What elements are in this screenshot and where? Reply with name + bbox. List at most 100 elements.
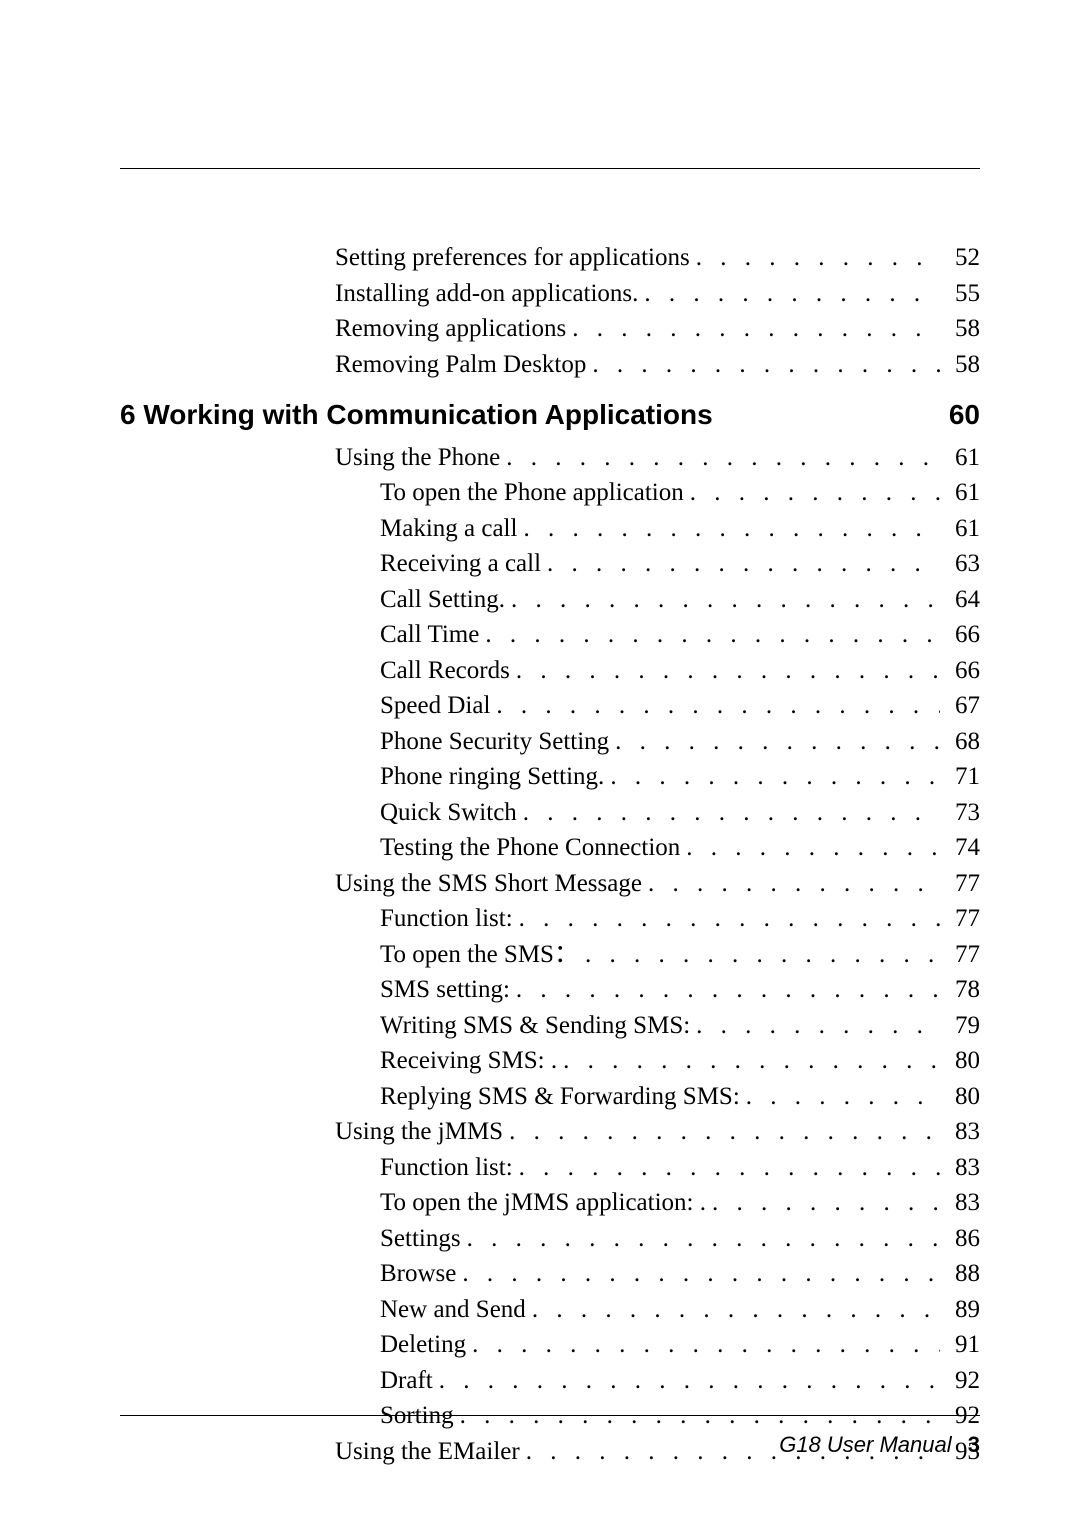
toc-entry-label: Removing applications: [335, 316, 566, 341]
toc-entry-page: 61: [940, 445, 980, 470]
toc-entry-label: Using the jMMS: [335, 1119, 503, 1144]
toc-entry-label: Phone Security Setting: [380, 729, 609, 754]
toc-entry-page: 78: [940, 977, 980, 1002]
top-horizontal-rule: [120, 168, 980, 169]
toc-entry: Testing the Phone Connection74: [120, 835, 980, 860]
toc-entry-page: 61: [940, 516, 980, 541]
page-footer: G18 User Manual 3: [779, 1432, 980, 1458]
toc-entry-page: 58: [940, 316, 980, 341]
toc-entry: Phone Security Setting 68: [120, 729, 980, 754]
toc-entry: To open the jMMS application: .83: [120, 1190, 980, 1215]
toc-entry-label: To open the SMS：: [380, 942, 579, 967]
toc-entry-page: 66: [940, 658, 980, 683]
toc-entry-label: Using the EMailer: [335, 1439, 520, 1464]
toc-entry: Receiving a call63: [120, 551, 980, 576]
toc-leader-dots: [461, 1226, 940, 1251]
toc-leader-dots: [503, 1119, 940, 1144]
toc-entry-page: 91: [940, 1332, 980, 1357]
toc-entry: To open the SMS： 77: [120, 942, 980, 967]
toc-entry-page: 67: [940, 693, 980, 718]
toc-entry-label: Installing add-on applications.: [335, 281, 638, 306]
toc-entry-page: 66: [940, 622, 980, 647]
toc-entry-page: 61: [940, 480, 980, 505]
toc-content: Setting preferences for applications52 In…: [120, 245, 980, 1474]
toc-entry-label: Call Time: [380, 622, 479, 647]
toc-entry-label: Using the Phone: [335, 445, 500, 470]
toc-leader-dots: [690, 245, 940, 270]
toc-entry: Call Records66: [120, 658, 980, 683]
toc-entry-label: Deleting: [380, 1332, 466, 1357]
toc-entry-label: Making a call: [380, 516, 517, 541]
toc-entry: Removing applications 58: [120, 316, 980, 341]
toc-leader-dots: [513, 906, 940, 931]
toc-entry-page: 83: [940, 1119, 980, 1144]
toc-entry-page: 83: [940, 1155, 980, 1180]
toc-entry: Using the Phone 61: [120, 445, 980, 470]
toc-entry-label: Testing the Phone Connection: [380, 835, 680, 860]
toc-leader-dots: [638, 281, 940, 306]
toc-entry: Function list:83: [120, 1155, 980, 1180]
bottom-horizontal-rule: [120, 1415, 980, 1416]
toc-entry: Quick Switch73: [120, 800, 980, 825]
toc-main-entries: Using the Phone 61 To open the Phone appli…: [120, 445, 980, 1464]
toc-entry-page: 92: [940, 1368, 980, 1393]
toc-entry: Installing add-on applications.55: [120, 281, 980, 306]
toc-leader-dots: [517, 800, 940, 825]
toc-leader-dots: [566, 316, 940, 341]
toc-leader-dots: [513, 1155, 940, 1180]
toc-entry-label: Using the SMS Short Message: [335, 871, 642, 896]
toc-entry-label: Writing SMS & Sending SMS:: [380, 1013, 690, 1038]
footer-page-number: 3: [968, 1432, 980, 1457]
toc-leader-dots: [510, 977, 940, 1002]
toc-leader-dots: [479, 622, 940, 647]
toc-entry-label: Setting preferences for applications: [335, 245, 690, 270]
toc-entry: Replying SMS & Forwarding SMS: 80: [120, 1084, 980, 1109]
toc-entry: Removing Palm Desktop58: [120, 352, 980, 377]
toc-entry-label: Replying SMS & Forwarding SMS:: [380, 1084, 740, 1109]
toc-entry-page: 88: [940, 1261, 980, 1286]
toc-entry: Draft 92: [120, 1368, 980, 1393]
toc-entry: Using the SMS Short Message77: [120, 871, 980, 896]
toc-entry-page: 89: [940, 1297, 980, 1322]
toc-entry: Browse 88: [120, 1261, 980, 1286]
toc-entry-page: 80: [940, 1048, 980, 1073]
toc-entry-page: 77: [940, 942, 980, 967]
toc-leader-dots: [490, 693, 940, 718]
toc-leader-dots: [706, 1190, 940, 1215]
toc-entry-label: Receiving SMS: .: [380, 1048, 557, 1073]
toc-entry-label: To open the Phone application: [380, 480, 684, 505]
toc-leader-dots: [609, 729, 940, 754]
toc-entry: Settings86: [120, 1226, 980, 1251]
toc-entry-label: Function list:: [380, 906, 513, 931]
toc-entry-label: Browse: [380, 1261, 456, 1286]
toc-leader-dots: [526, 1297, 940, 1322]
toc-leader-dots: [510, 658, 940, 683]
toc-entry: Function list:77: [120, 906, 980, 931]
toc-entry: SMS setting: 78: [120, 977, 980, 1002]
toc-leader-dots: [642, 871, 940, 896]
toc-entry: Deleting 91: [120, 1332, 980, 1357]
toc-entry: Setting preferences for applications52: [120, 245, 980, 270]
section-heading: 6 Working with Communication Application…: [120, 399, 980, 431]
toc-leader-dots: [466, 1332, 940, 1357]
toc-entry-page: 64: [940, 587, 980, 612]
toc-entry-label: New and Send: [380, 1297, 526, 1322]
toc-entry-label: Draft: [380, 1368, 433, 1393]
toc-entry: Call Setting.64: [120, 587, 980, 612]
toc-leader-dots: [684, 480, 940, 505]
toc-entry-label: SMS setting:: [380, 977, 510, 1002]
toc-entry-page: 71: [940, 764, 980, 789]
toc-entry-label: Settings: [380, 1226, 461, 1251]
toc-entry-page: 68: [940, 729, 980, 754]
toc-entry-label: Quick Switch: [380, 800, 517, 825]
toc-entry-page: 80: [940, 1084, 980, 1109]
toc-leader-dots: [500, 445, 940, 470]
toc-leader-dots: [586, 352, 940, 377]
toc-top-entries: Setting preferences for applications52 In…: [120, 245, 980, 377]
toc-leader-dots: [690, 1013, 940, 1038]
toc-leader-dots: [433, 1368, 940, 1393]
page-container: Setting preferences for applications52 In…: [0, 0, 1080, 1528]
toc-entry-label: To open the jMMS application: .: [380, 1190, 706, 1215]
toc-entry-label: Receiving a call: [380, 551, 541, 576]
toc-leader-dots: [456, 1261, 940, 1286]
